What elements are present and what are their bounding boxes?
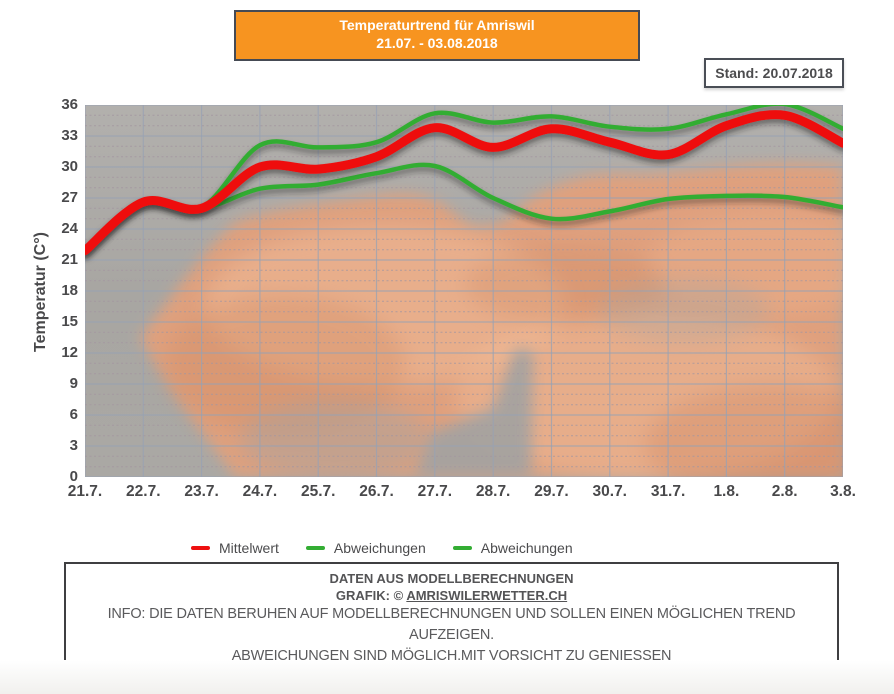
x-tick-label: 29.7. — [534, 483, 569, 500]
grafik-prefix: GRAFIK: © — [335, 588, 407, 603]
legend-label: Mittelwert — [219, 540, 279, 556]
y-tick-label: 12 — [61, 344, 78, 361]
y-tick-label: 21 — [61, 251, 78, 268]
info-line-1: DATEN AUS MODELLBERECHNUNGEN — [329, 571, 574, 586]
x-tick-label: 23.7. — [184, 483, 219, 500]
y-tick-label: 30 — [61, 158, 78, 175]
y-tick-label: 36 — [61, 96, 78, 113]
chart-title-box: Temperaturtrend für Amriswil 21.07. - 03… — [234, 10, 640, 61]
x-tick-label: 2.8. — [771, 483, 798, 500]
x-tick-label: 22.7. — [126, 483, 161, 500]
legend-label: Abweichungen — [333, 540, 426, 556]
temperature-chart-svg — [85, 105, 843, 477]
y-tick-label: 0 — [69, 468, 78, 485]
y-tick-label: 3 — [69, 437, 78, 454]
chart-legend: Mittelwert Abweichungen Abweichungen — [191, 540, 573, 556]
amriswilerwetter-link[interactable]: AMRISWILERWETTER.CH — [406, 588, 568, 603]
x-tick-label: 30.7. — [592, 483, 627, 500]
chart-title: Temperaturtrend für Amriswil — [339, 17, 535, 33]
x-tick-label: 25.7. — [300, 483, 336, 500]
plot-area — [85, 105, 843, 477]
gridlines — [85, 105, 843, 477]
x-tick-label: 31.7. — [650, 483, 686, 500]
chart-subtitle: 21.07. - 03.08.2018 — [376, 35, 498, 51]
legend-dash-icon — [191, 546, 210, 550]
y-tick-label: 6 — [69, 406, 78, 423]
x-tick-label: 24.7. — [242, 483, 278, 500]
info-line-2: GRAFIK: © AMRISWILERWETTER.CH — [66, 587, 837, 604]
page-bottom-strip — [0, 660, 894, 694]
y-tick-label: 15 — [61, 313, 78, 330]
stand-date-box: Stand: 20.07.2018 — [704, 58, 844, 88]
legend-item: Abweichungen — [305, 540, 426, 556]
legend-dash-icon — [305, 546, 325, 550]
legend-label: Abweichungen — [480, 540, 573, 556]
info-line-3: INFO: DIE DATEN BERUHEN AUF MODELLBERECH… — [107, 606, 796, 643]
x-tick-label: 21.7. — [67, 483, 103, 500]
legend-item: Mittelwert — [191, 540, 279, 556]
legend-item: Abweichungen — [452, 540, 573, 556]
info-box: DATEN AUS MODELLBERECHNUNGEN GRAFIK: © A… — [64, 562, 839, 664]
y-tick-label: 27 — [61, 189, 78, 206]
x-tick-label: 3.8. — [830, 483, 856, 500]
mittelwert-line — [85, 110, 843, 256]
y-tick-label: 33 — [61, 127, 78, 144]
x-tick-label: 1.8. — [713, 483, 740, 500]
y-tick-label: 9 — [69, 375, 78, 392]
legend-dash-icon — [452, 546, 472, 550]
background-clouds-image — [140, 163, 843, 477]
y-tick-label: 24 — [61, 220, 78, 237]
y-tick-label: 18 — [61, 282, 78, 299]
x-tick-label: 26.7. — [359, 483, 394, 500]
x-tick-label: 28.7. — [475, 483, 511, 500]
stand-date-label: Stand: 20.07.2018 — [715, 65, 833, 81]
x-tick-label: 27.7. — [417, 483, 453, 500]
